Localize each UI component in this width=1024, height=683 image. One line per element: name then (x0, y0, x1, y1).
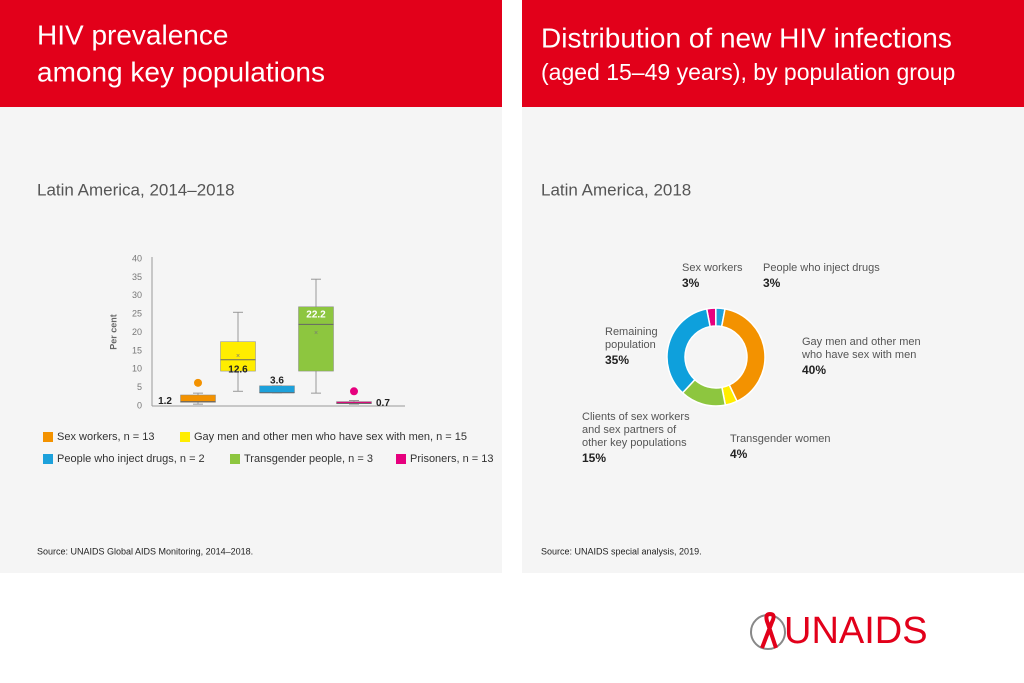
value-label: 4% (730, 447, 748, 461)
category-label: Transgender women (730, 433, 831, 445)
panel-left-bg (0, 107, 502, 573)
legend-label: Gay men and other men who have sex with … (194, 431, 467, 443)
y-tick-label: 15 (132, 345, 142, 355)
median-label: 12.6 (228, 364, 248, 375)
category-label: Gay men and other men who have sex with … (802, 336, 921, 361)
value-label: 3% (763, 276, 781, 290)
outlier (350, 387, 358, 396)
chart-title: Latin America, 2014–2018 (37, 180, 235, 199)
value-label: 40% (802, 363, 827, 377)
chart-title: Latin America, 2018 (541, 180, 691, 199)
legend-label: Prisoners, n = 13 (410, 453, 493, 465)
legend-swatch (43, 454, 53, 464)
y-tick-label: 30 (132, 290, 142, 300)
category-label: Clients of sex workers and sex partners … (582, 411, 690, 449)
legend-label: Sex workers, n = 13 (57, 431, 155, 443)
legend-swatch (43, 432, 53, 442)
median-label: 1.2 (158, 396, 172, 407)
header-title: Distribution of new HIV infections (541, 22, 952, 53)
y-axis-label: Per cent (108, 314, 118, 350)
source: Source: UNAIDS Global AIDS Monitoring, 2… (37, 546, 253, 556)
mean-marker: × (314, 330, 318, 337)
category-label: People who inject drugs (763, 262, 880, 274)
donut-label: Remaining population 35% (605, 326, 677, 367)
legend-swatch (396, 454, 406, 464)
y-tick-label: 5 (137, 382, 142, 392)
y-tick-label: 35 (132, 272, 142, 282)
donut-segment (666, 308, 711, 394)
y-tick-label: 0 (137, 400, 142, 410)
donut-segment (720, 307, 766, 403)
legend-label: Transgender people, n = 3 (244, 453, 373, 465)
y-tick-label: 25 (132, 309, 142, 319)
box (220, 341, 256, 372)
box (259, 385, 295, 394)
logo-text: UNAIDS (784, 610, 928, 652)
category-label: Sex workers (682, 262, 743, 274)
median-label: 0.7 (376, 398, 390, 409)
category-label: Remaining population (605, 326, 658, 351)
box (180, 394, 216, 403)
y-tick-label: 10 (132, 364, 142, 374)
value-label: 15% (582, 451, 607, 465)
value-label: 3% (682, 276, 700, 290)
y-tick-label: 20 (132, 327, 142, 337)
source: Source: UNAIDS special analysis, 2019. (541, 546, 702, 556)
header-subtitle: (aged 15–49 years), by population group (541, 59, 955, 85)
donut-label: Sex workers 3% (682, 262, 752, 290)
donut-label: Clients of sex workers and sex partners … (582, 411, 700, 465)
header-title-line: among key populations (37, 56, 325, 87)
median-label: 3.6 (270, 375, 284, 386)
header-left-bg (0, 0, 502, 107)
legend-swatch (230, 454, 240, 464)
outlier (194, 378, 202, 387)
panel-right-bg (522, 107, 1024, 573)
mean-marker: × (236, 353, 240, 360)
donut-label: People who inject drugs 3% (763, 262, 893, 290)
logo-ribbon (750, 611, 786, 650)
value-label: 35% (605, 353, 630, 367)
legend-label: People who inject drugs, n = 2 (57, 453, 205, 465)
donut-label: Transgender women 4% (730, 433, 840, 461)
donut-label: Gay men and other men who have sex with … (802, 336, 930, 377)
y-tick-label: 40 (132, 253, 142, 263)
header-right-bg (522, 0, 1024, 107)
median-label: 22.2 (306, 309, 326, 320)
legend-swatch (180, 432, 190, 442)
box (298, 306, 334, 372)
header-title-line: HIV prevalence (37, 19, 228, 50)
